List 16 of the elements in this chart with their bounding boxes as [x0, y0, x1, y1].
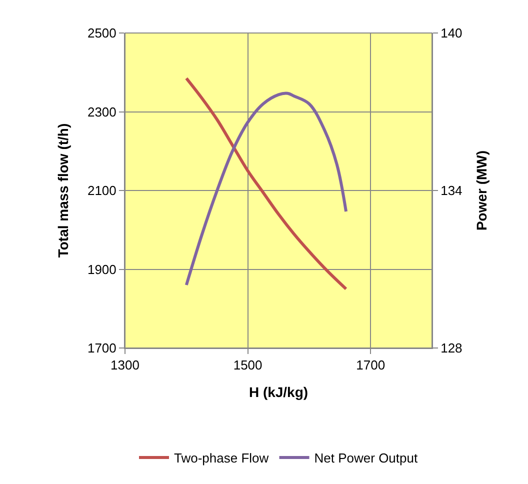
legend-label: Net Power Output: [314, 450, 418, 466]
y-tick-label: 1700: [87, 340, 116, 356]
y-tick-label: 2500: [87, 26, 116, 41]
x-tick-label: 1300: [110, 358, 140, 373]
y-axis-title: Total mass flow (t/h): [55, 123, 72, 258]
y2-tick-label: 134: [440, 183, 462, 198]
y2-tick-label: 140: [440, 26, 462, 41]
y-tick-label: 1900: [87, 262, 116, 277]
y-tick-label: 2100: [87, 183, 116, 198]
x-tick-label: 1700: [356, 358, 386, 373]
y2-axis-title: Power (MW): [474, 150, 490, 231]
legend-label: Two-phase Flow: [174, 450, 270, 466]
x-tick-label: 1500: [233, 358, 262, 373]
x-axis-title: H (kJ/kg): [248, 384, 308, 400]
y-tick-label: 2300: [87, 104, 116, 120]
y2-tick-label: 128: [440, 340, 462, 356]
